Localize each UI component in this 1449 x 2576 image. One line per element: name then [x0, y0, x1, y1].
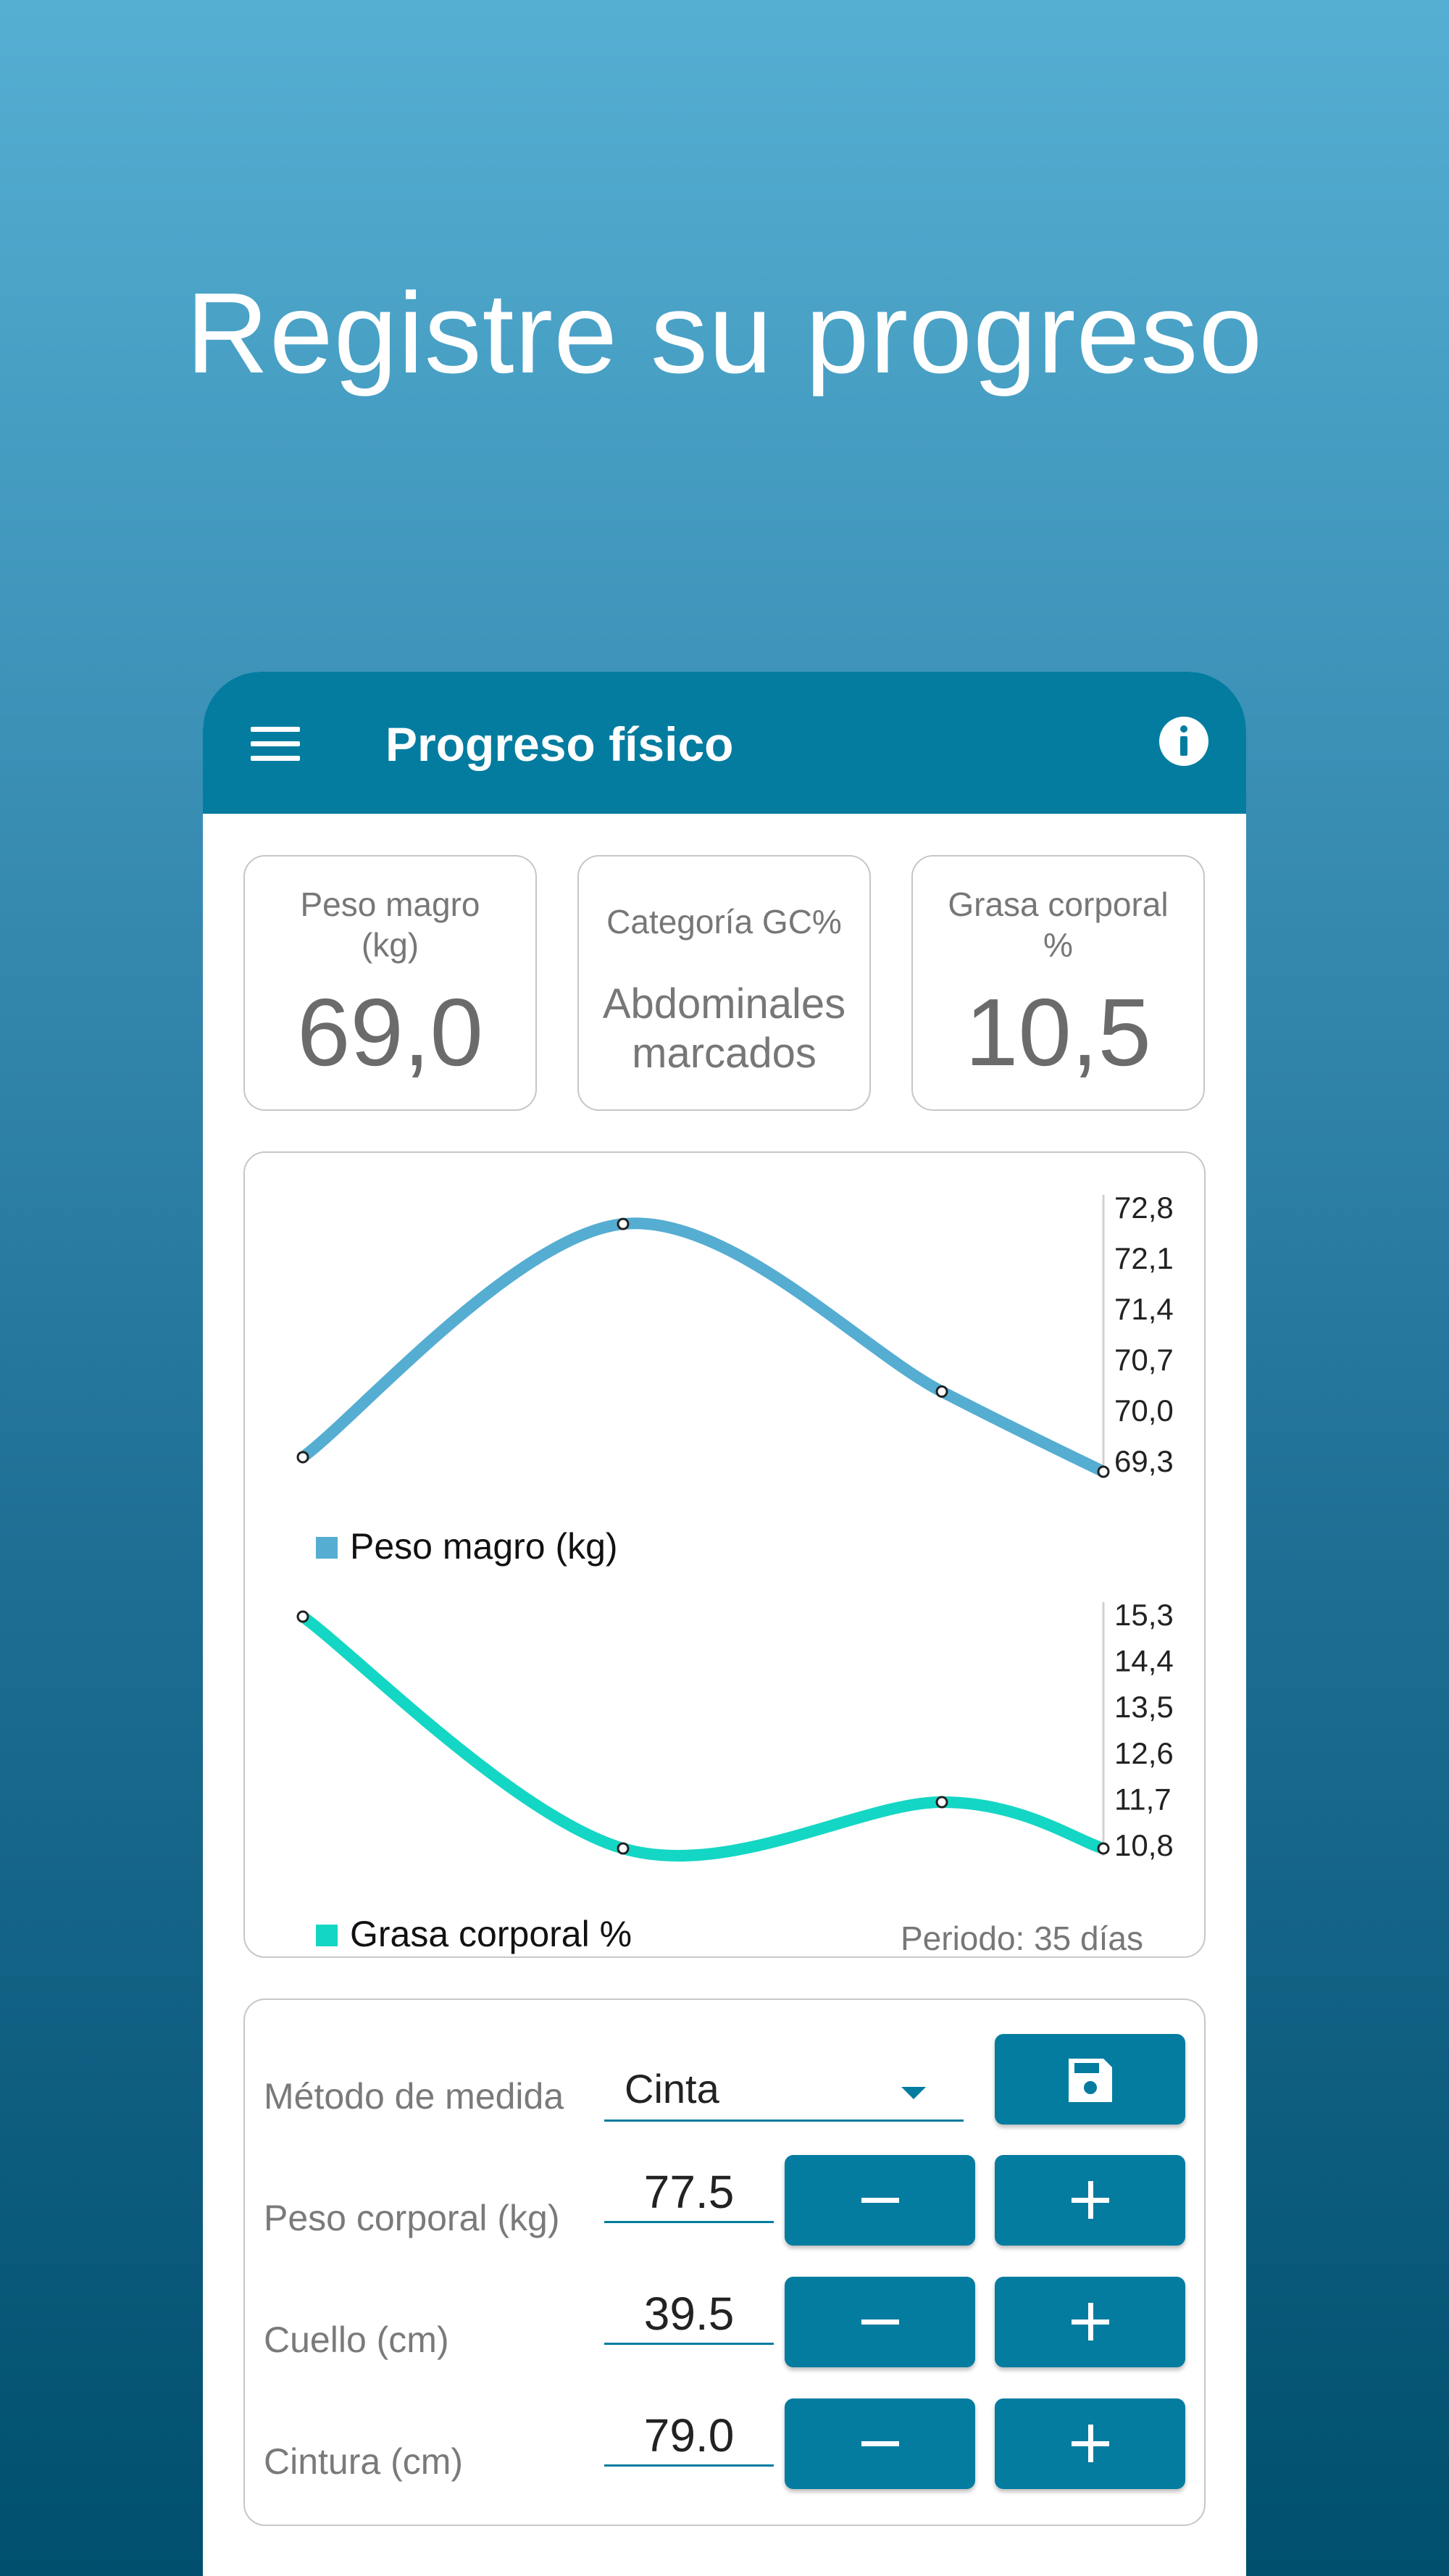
body-weight-minus-button[interactable]	[785, 2155, 975, 2246]
y-tick-label: 15,3	[1114, 1598, 1174, 1632]
data-point	[296, 1610, 309, 1623]
minus-icon	[861, 2441, 899, 2446]
caret-down-icon	[901, 2087, 926, 2099]
y-tick-label: 12,6	[1114, 1736, 1174, 1770]
info-icon[interactable]	[1158, 715, 1210, 767]
y-tick-label: 69,3	[1114, 1444, 1174, 1478]
body-fat-label: Grasa corporal %	[948, 885, 1169, 964]
series-line	[297, 1611, 1109, 1862]
waist-plus-button[interactable]	[995, 2398, 1185, 2489]
method-select[interactable]: Cinta	[604, 2065, 964, 2122]
neck-label: Cuello (cm)	[264, 2319, 449, 2360]
y-tick-label: 14,4	[1114, 1644, 1174, 1678]
data-point	[935, 1796, 948, 1809]
method-select-value: Cinta	[625, 2066, 719, 2112]
lean-mass-card: Peso magro (kg) 69,0	[243, 855, 537, 1111]
data-point	[1097, 1465, 1110, 1478]
waist-input[interactable]: 79.0	[604, 2406, 774, 2467]
legend-swatch	[316, 1537, 338, 1559]
neck-plus-button[interactable]	[995, 2277, 1185, 2367]
legend-swatch	[316, 1925, 338, 1946]
measurement-form: Método de medida Cinta Peso corporal (kg…	[243, 1998, 1206, 2526]
body-weight-label: Peso corporal (kg)	[264, 2198, 560, 2238]
menu-icon[interactable]	[251, 727, 300, 762]
progress-charts: 72,8 72,1 71,4 70,7 70,0 69,3 Peso magro (kg) 1…	[296, 1191, 1174, 1957]
body-fat-card: Grasa corporal % 10,5	[911, 855, 1205, 1111]
category-value: Abdominales marcados	[602, 980, 846, 1077]
neck-minus-button[interactable]	[785, 2277, 975, 2367]
lean-mass-label: Peso magro (kg)	[300, 885, 480, 964]
y-tick-label: 11,7	[1114, 1782, 1172, 1816]
legend-label: Peso magro (kg)	[350, 1526, 618, 1567]
body-fat-value: 10,5	[965, 979, 1151, 1085]
waist-minus-button[interactable]	[785, 2398, 975, 2489]
save-icon	[1069, 2059, 1112, 2102]
category-label: Categoría GC%	[606, 903, 842, 941]
body-weight-plus-button[interactable]	[995, 2155, 1185, 2246]
data-point	[935, 1385, 948, 1398]
data-point	[617, 1842, 630, 1855]
legend-label: Grasa corporal %	[350, 1914, 632, 1954]
y-tick-label: 72,8	[1114, 1191, 1174, 1225]
headline: Registre su progreso	[185, 270, 1264, 397]
y-tick-label: 71,4	[1114, 1292, 1174, 1326]
app-title: Progreso físico	[385, 717, 734, 771]
minus-icon	[861, 2319, 899, 2325]
app-screen: Progreso físico Peso magro (kg) 69,0 Cat…	[203, 672, 1246, 2576]
neck-input[interactable]: 39.5	[604, 2284, 774, 2345]
y-tick-label: 72,1	[1114, 1241, 1174, 1275]
chart-period-label: Periodo: 35 días	[901, 1920, 1143, 1957]
body-weight-input[interactable]: 77.5	[604, 2162, 774, 2223]
waist-label: Cintura (cm)	[264, 2441, 464, 2482]
y-tick-label: 13,5	[1114, 1690, 1174, 1724]
data-point	[296, 1451, 309, 1464]
category-card: Categoría GC% Abdominales marcados	[577, 855, 871, 1111]
progress-chart-card: 72,8 72,1 71,4 70,7 70,0 69,3 Peso magro (kg) 1…	[243, 1151, 1206, 1958]
y-tick-label: 70,7	[1114, 1343, 1174, 1377]
data-point	[617, 1217, 630, 1230]
lean-mass-value: 69,0	[297, 979, 483, 1085]
y-tick-label: 70,0	[1114, 1393, 1174, 1427]
app-bar: Progreso físico	[203, 672, 1246, 814]
data-point	[1097, 1842, 1110, 1855]
method-label: Método de medida	[264, 2076, 564, 2117]
save-button[interactable]	[995, 2034, 1185, 2125]
series-line	[297, 1217, 1109, 1478]
minus-icon	[861, 2198, 899, 2203]
y-tick-label: 10,8	[1114, 1828, 1174, 1862]
